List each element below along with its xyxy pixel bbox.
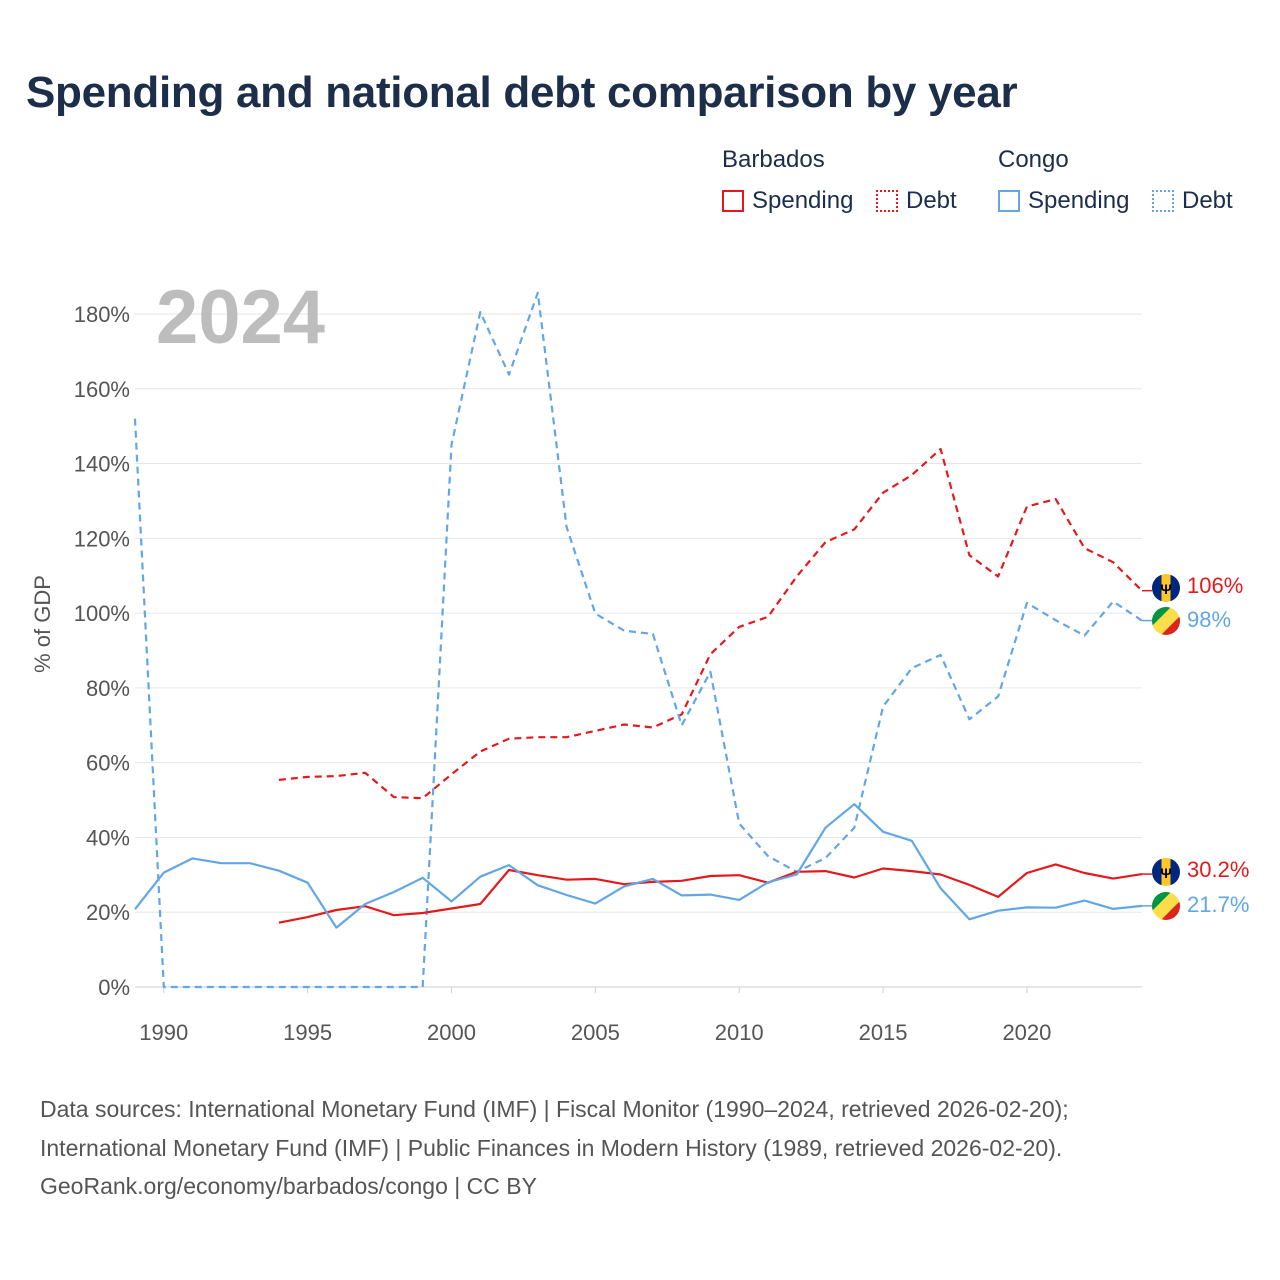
x-tick-label: 2010 [715,1020,764,1045]
y-tick-label: 100% [74,601,130,626]
y-tick-label: 40% [86,825,130,850]
legend-label: Spending [752,187,854,214]
end-label-congo-debt: 98% [1187,607,1231,632]
barbados-debt-line [278,447,1143,800]
legend-dotted-swatch-icon [876,190,898,212]
legend-label: Debt [906,187,957,214]
barbados-flag-icon: Ψ [1152,574,1180,602]
barbados-flag-icon: Ψ [1152,858,1180,886]
y-tick-label: 180% [74,302,130,327]
legend-barbados-spending[interactable]: Spending [722,186,853,216]
svg-text:Ψ: Ψ [1160,581,1171,597]
source-line: Data sources: International Monetary Fun… [40,1096,1069,1122]
x-tick-label: 1990 [139,1020,188,1045]
congo-debt-line [133,291,1143,989]
legend-label: Spending [1028,187,1130,214]
end-label-barbados-spending: 30.2% [1187,857,1249,882]
end-label-congo-spending: 21.7% [1187,892,1249,917]
legend-solid-swatch-icon [722,190,744,212]
y-tick-label: 20% [86,900,130,925]
barbados-spending-line [278,863,1143,924]
legend-congo-title: Congo [998,146,1069,173]
legend-congo-spending[interactable]: Spending [998,186,1129,216]
source-line: GeoRank.org/economy/barbados/congo | CC … [40,1173,537,1199]
y-axis-label: % of GDP [30,575,55,673]
x-tick-label: 2020 [1002,1020,1051,1045]
congo-flag-icon [1152,892,1180,920]
y-tick-label: 80% [86,676,130,701]
legend-barbados-debt[interactable]: Debt [876,186,957,216]
legend-dotted-swatch-icon [1152,190,1174,212]
chart-title: Spending and national debt comparison by… [26,68,1018,117]
congo-spending-line [134,803,1143,929]
x-tick-label: 1995 [283,1020,332,1045]
svg-text:Ψ: Ψ [1160,865,1171,881]
legend-solid-swatch-icon [998,190,1020,212]
year-watermark: 2024 [156,275,325,360]
x-tick-label: 2005 [571,1020,620,1045]
y-tick-label: 60% [86,751,130,776]
congo-flag-icon [1152,607,1180,635]
x-tick-label: 2000 [427,1020,476,1045]
y-tick-label: 160% [74,377,130,402]
data-sources: Data sources: International Monetary Fun… [40,1090,1069,1206]
legend-congo-debt[interactable]: Debt [1152,186,1233,216]
legend-label: Debt [1182,187,1233,214]
y-tick-label: 140% [74,452,130,477]
source-line: International Monetary Fund (IMF) | Publ… [40,1134,1063,1161]
y-tick-label: 120% [74,526,130,551]
legend-barbados-title: Barbados [722,146,825,173]
x-tick-label: 2015 [859,1020,908,1045]
end-label-barbados-debt: 106% [1187,573,1243,598]
y-tick-label: 0% [98,975,130,1000]
